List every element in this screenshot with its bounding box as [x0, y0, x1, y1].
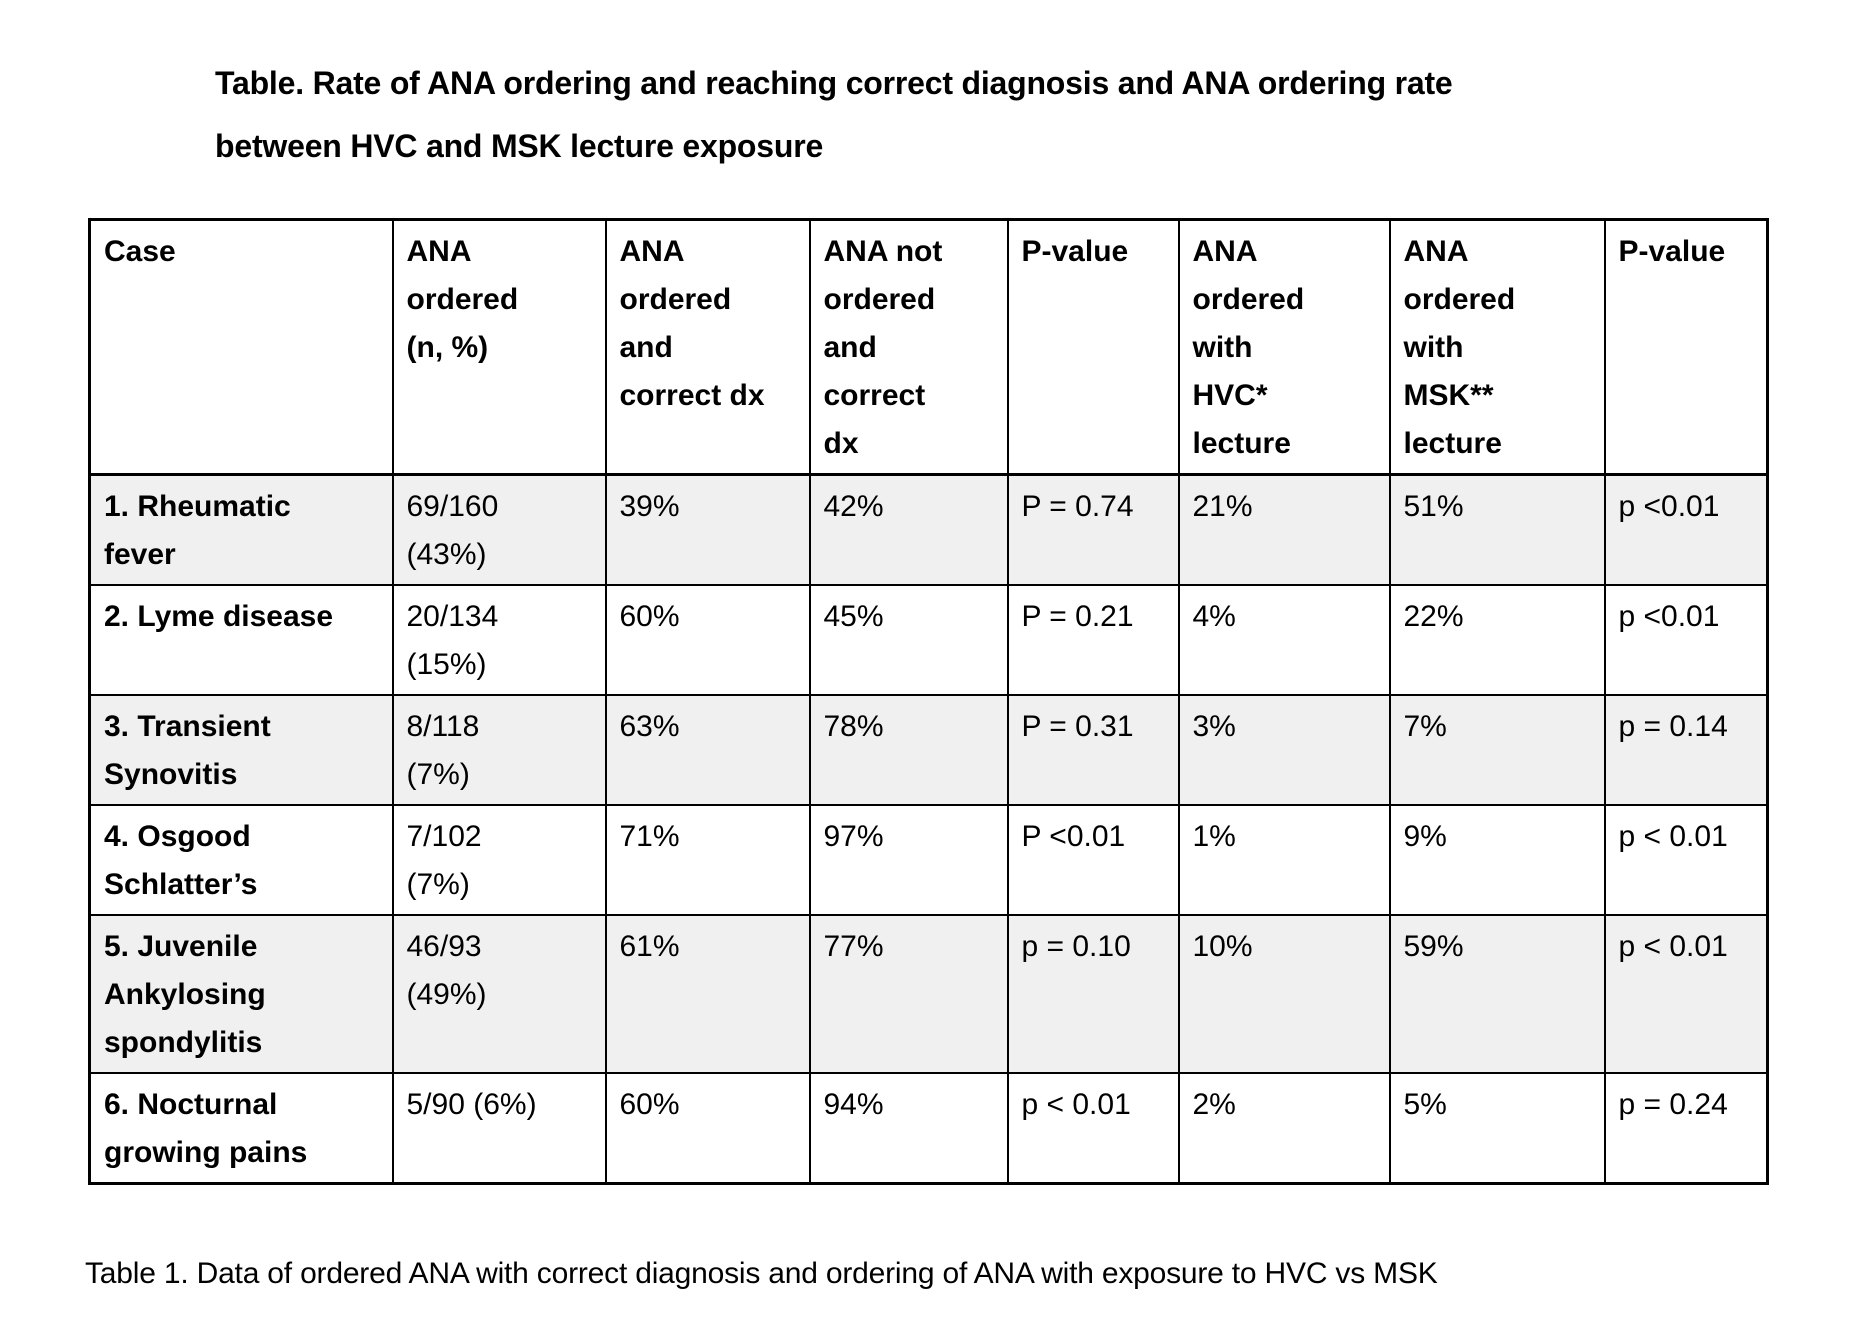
table-row-juvenile-ankylosing-spondylitis: 5. Juvenile Ankylosing spondylitis 46/93… — [88, 914, 1769, 1074]
case-name: 2. Lyme disease — [88, 584, 394, 696]
p-value-1: P = 0.31 — [1006, 694, 1180, 806]
table-caption: Table 1. Data of ordered ANA with correc… — [85, 1257, 1438, 1320]
ana-hvc-lecture-value: 10% — [1177, 914, 1391, 1074]
ana-ordered-correct-dx-value: 60% — [604, 584, 811, 696]
ana-ordered-correct-dx-value: 71% — [604, 804, 811, 916]
table-row-osgood-schlatters: 4. Osgood Schlatter’s 7/102 (7%) 71% 97%… — [88, 804, 1769, 916]
p-value-2: p < 0.01 — [1603, 804, 1769, 916]
col-header-p-value-2: P-value — [1603, 218, 1769, 476]
p-value-2: p <0.01 — [1603, 584, 1769, 696]
ana-ordered-correct-dx-value: 61% — [604, 914, 811, 1074]
ana-not-ordered-correct-dx-value: 94% — [808, 1072, 1009, 1185]
ana-ordered-correct-dx-value: 63% — [604, 694, 811, 806]
ana-msk-lecture-value: 7% — [1388, 694, 1606, 806]
col-header-ana-ordered-correct-dx: ANA ordered and correct dx — [604, 218, 811, 476]
p-value-1: P = 0.21 — [1006, 584, 1180, 696]
ana-hvc-lecture-value: 21% — [1177, 473, 1391, 586]
table-header: Case ANA ordered (n, %) ANA ordered and … — [88, 218, 1769, 476]
ana-msk-lecture-value: 51% — [1388, 473, 1606, 586]
col-header-ana-ordered: ANA ordered (n, %) — [391, 218, 607, 476]
col-header-ana-msk-lecture: ANA ordered with MSK** lecture — [1388, 218, 1606, 476]
ana-not-ordered-correct-dx-value: 97% — [808, 804, 1009, 916]
ana-ordered-value: 69/160 (43%) — [391, 473, 607, 586]
ana-ordering-table: Case ANA ordered (n, %) ANA ordered and … — [88, 218, 1769, 1185]
ana-msk-lecture-value: 59% — [1388, 914, 1606, 1074]
ana-msk-lecture-value: 5% — [1388, 1072, 1606, 1185]
case-name: 4. Osgood Schlatter’s — [88, 804, 394, 916]
p-value-2: p <0.01 — [1603, 473, 1769, 586]
ana-hvc-lecture-value: 2% — [1177, 1072, 1391, 1185]
p-value-2: p < 0.01 — [1603, 914, 1769, 1074]
ana-not-ordered-correct-dx-value: 77% — [808, 914, 1009, 1074]
table-body: 1. Rheumatic fever 69/160 (43%) 39% 42% … — [88, 473, 1769, 1185]
p-value-1: P = 0.74 — [1006, 473, 1180, 586]
ana-ordered-value: 7/102 (7%) — [391, 804, 607, 916]
col-header-ana-not-ordered-correct-dx: ANA not ordered and correct dx — [808, 218, 1009, 476]
table-row-transient-synovitis: 3. Transient Synovitis 8/118 (7%) 63% 78… — [88, 694, 1769, 806]
ana-msk-lecture-value: 22% — [1388, 584, 1606, 696]
p-value-2: p = 0.14 — [1603, 694, 1769, 806]
ana-ordered-correct-dx-value: 60% — [604, 1072, 811, 1185]
ana-not-ordered-correct-dx-value: 78% — [808, 694, 1009, 806]
p-value-2: p = 0.24 — [1603, 1072, 1769, 1185]
ana-ordered-value: 8/118 (7%) — [391, 694, 607, 806]
ana-msk-lecture-value: 9% — [1388, 804, 1606, 916]
case-name: 5. Juvenile Ankylosing spondylitis — [88, 914, 394, 1074]
ana-ordered-correct-dx-value: 39% — [604, 473, 811, 586]
case-name: 1. Rheumatic fever — [88, 473, 394, 586]
case-name: 6. Nocturnal growing pains — [88, 1072, 394, 1185]
col-header-p-value-1: P-value — [1006, 218, 1180, 476]
table-title: Table. Rate of ANA ordering and reaching… — [215, 65, 1453, 164]
p-value-1: P <0.01 — [1006, 804, 1180, 916]
col-header-ana-hvc-lecture: ANA ordered with HVC* lecture — [1177, 218, 1391, 476]
p-value-1: p < 0.01 — [1006, 1072, 1180, 1185]
ana-not-ordered-correct-dx-value: 45% — [808, 584, 1009, 696]
case-name: 3. Transient Synovitis — [88, 694, 394, 806]
table-row-lyme-disease: 2. Lyme disease 20/134 (15%) 60% 45% P =… — [88, 584, 1769, 696]
ana-hvc-lecture-value: 1% — [1177, 804, 1391, 916]
col-header-case: Case — [88, 218, 394, 476]
header-row: Case ANA ordered (n, %) ANA ordered and … — [88, 218, 1769, 476]
table-row-nocturnal-growing-pains: 6. Nocturnal growing pains 5/90 (6%) 60%… — [88, 1072, 1769, 1185]
ana-ordered-value: 20/134 (15%) — [391, 584, 607, 696]
ana-not-ordered-correct-dx-value: 42% — [808, 473, 1009, 586]
ana-ordered-value: 5/90 (6%) — [391, 1072, 607, 1185]
table-row-rheumatic-fever: 1. Rheumatic fever 69/160 (43%) 39% 42% … — [88, 473, 1769, 586]
ana-hvc-lecture-value: 3% — [1177, 694, 1391, 806]
ana-hvc-lecture-value: 4% — [1177, 584, 1391, 696]
ana-ordered-value: 46/93 (49%) — [391, 914, 607, 1074]
p-value-1: p = 0.10 — [1006, 914, 1180, 1074]
